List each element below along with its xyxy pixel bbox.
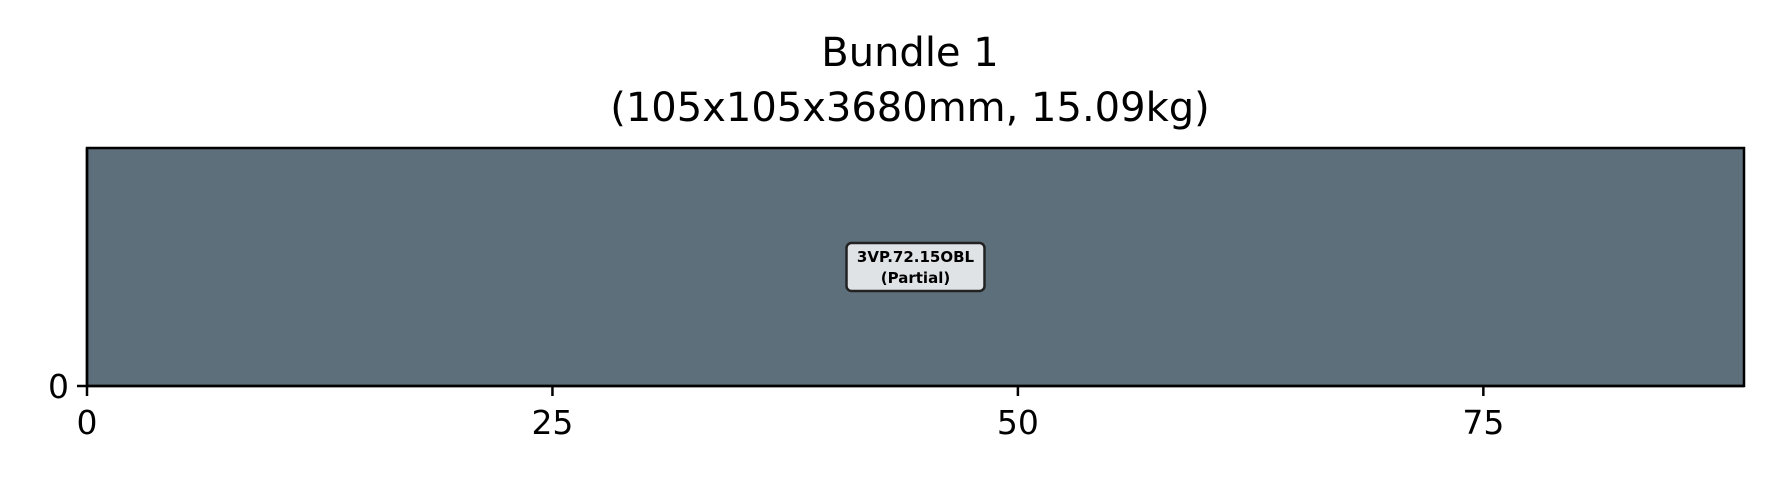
chart-title: Bundle 1 (821, 30, 998, 76)
x-tick-label-0: 0 (77, 403, 98, 442)
x-tick-label-1: 25 (531, 403, 573, 442)
axes-layer: 0 25 50 75 0 (48, 148, 1744, 442)
chart-subtitle: (105x105x3680mm, 15.09kg) (610, 85, 1209, 131)
x-tick-label-2: 50 (997, 403, 1039, 442)
segment-label-box-0 (845, 241, 986, 293)
y-tick-label-0: 0 (48, 367, 69, 406)
segment-label-name-0: 3VP.72.15OBL (857, 248, 975, 266)
segment-label-status-0: (Partial) (881, 269, 950, 287)
x-tick-label-3: 75 (1462, 403, 1504, 442)
labels-layer: 3VP.72.15OBL (Partial) (845, 241, 986, 293)
